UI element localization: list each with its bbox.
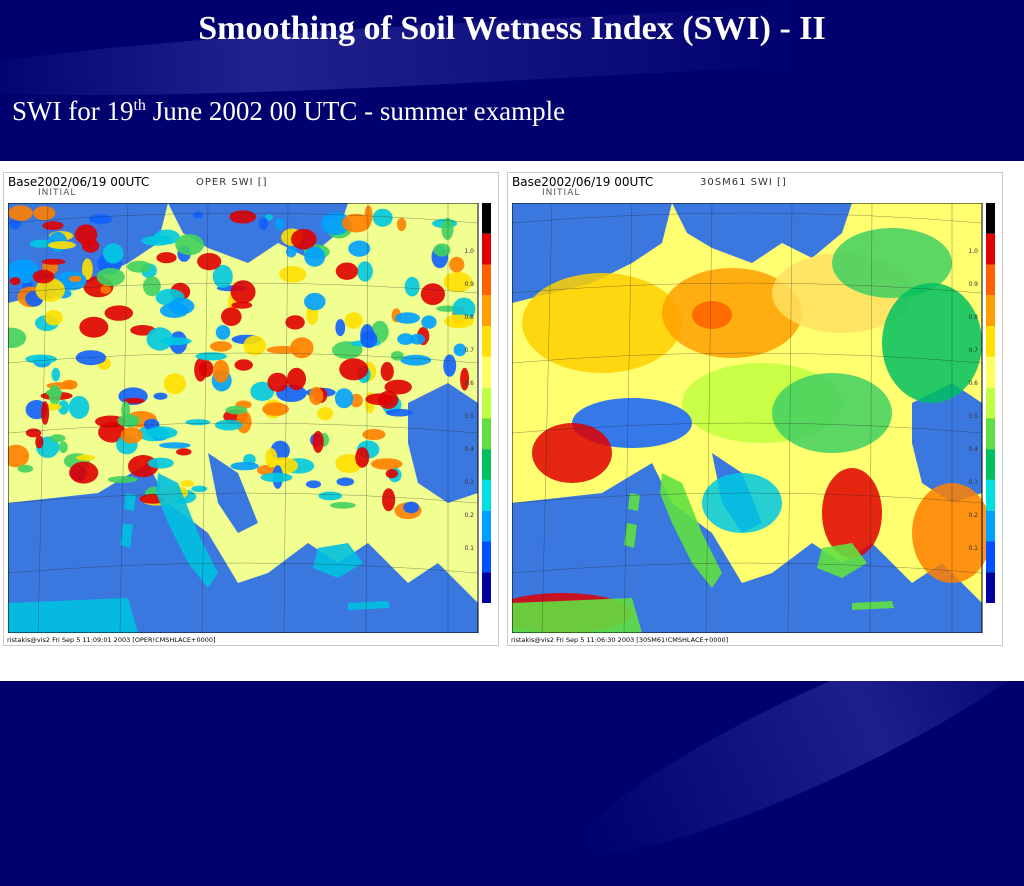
scale-tick-label: 0.7	[968, 347, 978, 354]
scale-swatch	[482, 356, 491, 388]
scale-tick-label: 0.1	[968, 545, 978, 552]
scale-swatch	[986, 264, 995, 296]
scale-swatch	[482, 295, 491, 327]
run-type-label: INITIAL	[38, 188, 77, 198]
scale-swatch	[482, 203, 491, 234]
scale-swatch	[482, 510, 491, 542]
scale-tick-label: 0.4	[464, 446, 474, 453]
scale-swatch	[482, 418, 491, 450]
scale-swatch	[482, 233, 491, 265]
map-footer: ristakis@vis2 Fri Sep 5 11:06:30 2003 [3…	[511, 636, 729, 644]
map-canvas: 1.0 0.9 0.8 0.7 0.6 0.5 0.4 0.3 0.2 0.1	[8, 203, 491, 633]
base-label: Base	[8, 175, 38, 189]
slide-subtitle: SWI for 19th June 2002 00 UTC - summer e…	[12, 96, 565, 127]
map-canvas: 1.0 0.9 0.8 0.7 0.6 0.5 0.4 0.3 0.2 0.1	[512, 203, 995, 633]
map-header: Base2002/06/19 00UTC INITIAL	[512, 175, 654, 198]
field-label: 30SM61 SWI []	[700, 177, 787, 188]
map-header: Base2002/06/19 00UTC INITIAL	[8, 175, 150, 198]
swi-map-smoothed: Base2002/06/19 00UTC INITIAL 30SM61 SWI …	[507, 172, 1003, 646]
scale-swatch	[986, 572, 995, 603]
subtitle-prefix: SWI for 19	[12, 96, 134, 126]
scale-tick-label: 0.2	[464, 512, 474, 519]
scale-tick-label: 0.8	[968, 314, 978, 321]
base-date: 2002/06/19 00UTC	[541, 175, 654, 189]
map-footer: ristakis@vis2 Fri Sep 5 11:09:01 2003 [O…	[7, 636, 216, 644]
scale-tick-label: 0.7	[464, 347, 474, 354]
scale-swatch	[986, 326, 995, 357]
scale-tick-label: 1.0	[464, 248, 474, 255]
base-label: Base	[512, 175, 542, 189]
scale-tick-label: 0.6	[464, 380, 474, 387]
scale-tick-label: 0.1	[464, 545, 474, 552]
scale-tick-label: 0.3	[464, 479, 474, 486]
scale-swatch	[986, 387, 995, 419]
scale-swatch	[482, 449, 491, 480]
base-date: 2002/06/19 00UTC	[37, 175, 150, 189]
scale-tick-label: 0.5	[464, 413, 474, 420]
scale-swatch	[986, 295, 995, 327]
scale-swatch	[986, 356, 995, 388]
scale-swatch	[986, 418, 995, 450]
scale-swatch	[986, 449, 995, 480]
slide-title: Smoothing of Soil Wetness Index (SWI) - …	[198, 10, 826, 47]
field-label: OPER SWI []	[196, 177, 268, 188]
scale-swatch	[482, 387, 491, 419]
run-type-label: INITIAL	[542, 188, 581, 198]
scale-tick-label: 0.9	[464, 281, 474, 288]
scale-tick-label: 0.5	[968, 413, 978, 420]
scale-swatch	[482, 541, 491, 573]
scale-swatch	[986, 541, 995, 573]
scale-swatch	[482, 572, 491, 603]
scale-swatch	[482, 326, 491, 357]
scale-swatch	[986, 233, 995, 265]
swi-map-oper: Base2002/06/19 00UTC INITIAL OPER SWI []…	[3, 172, 499, 646]
scale-tick-label: 0.2	[968, 512, 978, 519]
scale-swatch	[986, 203, 995, 234]
subtitle-superscript: th	[133, 97, 146, 114]
scale-swatch	[482, 264, 491, 296]
scale-tick-label: 0.4	[968, 446, 978, 453]
subtitle-suffix: June 2002 00 UTC - summer example	[145, 96, 566, 126]
scale-swatch	[986, 510, 995, 542]
scale-swatch	[482, 479, 491, 511]
scale-tick-label: 0.3	[968, 479, 978, 486]
scale-tick-label: 1.0	[968, 248, 978, 255]
scale-tick-label: 0.9	[968, 281, 978, 288]
scale-tick-label: 0.6	[968, 380, 978, 387]
scale-tick-label: 0.8	[464, 314, 474, 321]
scale-swatch	[986, 479, 995, 511]
